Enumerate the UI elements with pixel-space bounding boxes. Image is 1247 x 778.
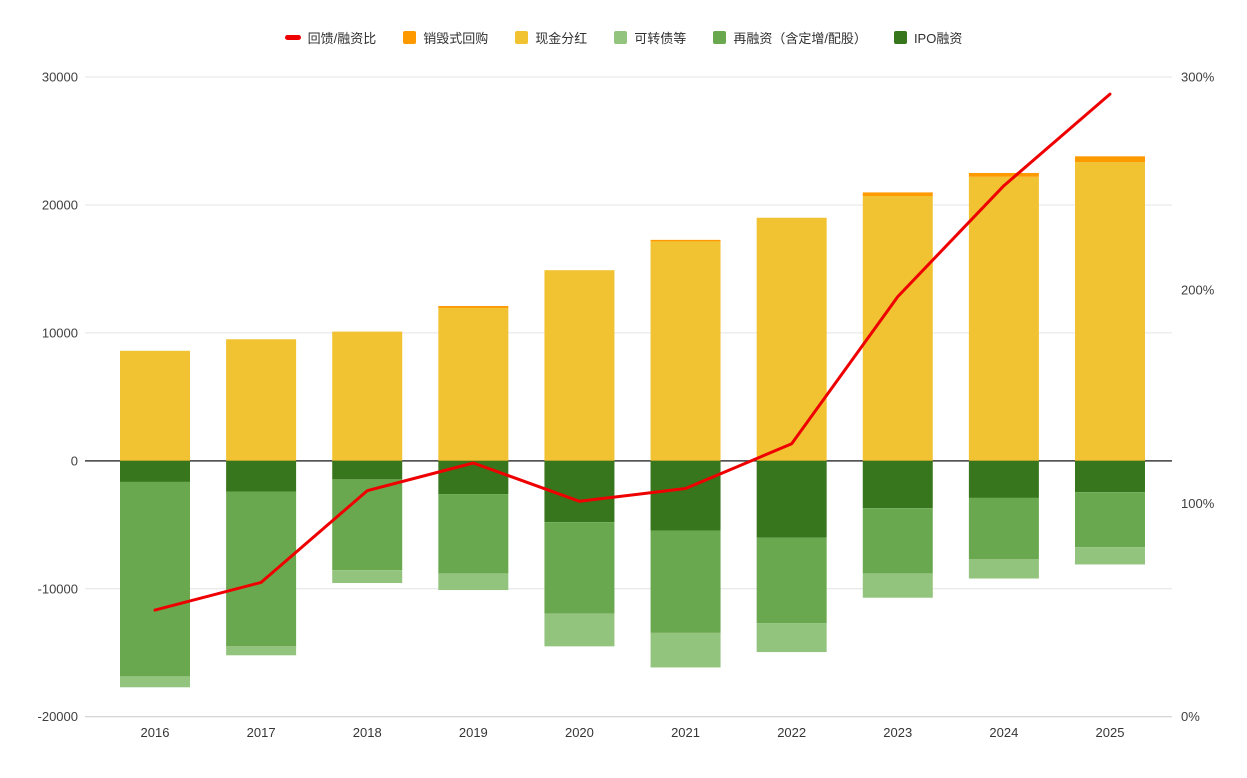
legend-label: IPO融资 [913,30,963,46]
bar-segment-dividend-2018[interactable] [332,331,403,461]
legend-label: 可转债等 [634,30,687,46]
legend-convertible-swatch-icon [614,30,628,44]
x-axis-label-2022: 2022 [777,725,806,740]
right-axis-tick-label: 0% [1181,709,1200,724]
legend-refinancing-swatch-icon [713,30,727,44]
bar-segment-dividend-2024[interactable] [968,176,1039,461]
bar-segment-refinancing-2016[interactable] [120,481,190,677]
x-axis-label-2017: 2017 [247,725,276,740]
bar-segment-refinancing-2020[interactable] [544,522,615,614]
legend-buyback-swatch-icon [403,30,417,44]
legend-item-dividend[interactable]: 现金分红 [515,28,587,47]
left-axis-tick-label: 20000 [42,197,78,212]
bar-segment-dividend-2022[interactable] [756,217,827,461]
bar-segment-refinancing-2017[interactable] [226,491,297,647]
bar-segment-buyback-2025[interactable] [1074,156,1145,163]
bar-segment-dividend-2017[interactable] [226,339,297,461]
bar-segment-refinancing-2024[interactable] [968,497,1039,560]
legend-label: 回馈/融资比 [307,30,377,46]
legend-item-ratio[interactable]: 回馈/融资比 [284,28,377,47]
bar-segment-ipo-2016[interactable] [120,460,190,482]
x-axis-label-2020: 2020 [565,725,594,740]
bar-segment-buyback-2024[interactable] [968,172,1039,177]
left-axis-tick-label: 30000 [42,70,78,85]
bar-segment-refinancing-2023[interactable] [862,508,933,574]
bar-segment-convertible-2021[interactable] [650,632,721,668]
bar-segment-ipo-2018[interactable] [332,460,403,480]
legend-label: 销毁式回购 [423,30,489,46]
left-axis-tick-label: 0 [71,453,78,468]
bar-segment-refinancing-2018[interactable] [332,479,403,571]
bar-segment-convertible-2016[interactable] [120,676,190,688]
legend-ratio-swatch-icon [284,34,301,40]
bar-segment-dividend-2021[interactable] [650,241,721,461]
bar-segment-refinancing-2025[interactable] [1074,492,1145,548]
x-axis-label-2023: 2023 [883,725,912,740]
bar-segment-convertible-2017[interactable] [226,646,297,656]
legend-dividend-swatch-icon [515,30,529,44]
right-axis-tick-label: 200% [1181,283,1215,298]
bar-segment-convertible-2023[interactable] [862,573,933,598]
left-axis-tick-label: 10000 [42,325,78,340]
x-axis-label-2016: 2016 [141,725,170,740]
x-axis-label-2024: 2024 [989,725,1018,740]
legend-label: 现金分红 [535,30,588,46]
bar-segment-dividend-2016[interactable] [120,350,190,461]
x-axis-label-2019: 2019 [459,725,488,740]
bar-segment-dividend-2025[interactable] [1074,162,1145,461]
bar-segment-buyback-2019[interactable] [438,306,509,308]
bar-segment-refinancing-2019[interactable] [438,494,509,574]
bar-segment-convertible-2019[interactable] [438,573,509,591]
bar-segment-convertible-2020[interactable] [544,613,615,647]
x-axis-label-2021: 2021 [671,725,700,740]
left-axis-tick-label: -10000 [38,581,78,596]
bar-segment-ipo-2021[interactable] [650,460,721,531]
bar-segment-dividend-2020[interactable] [544,270,615,461]
bar-segment-ipo-2022[interactable] [756,460,827,538]
bar-segment-ipo-2024[interactable] [968,460,1039,498]
bar-segment-ipo-2025[interactable] [1074,460,1145,493]
bar-segment-convertible-2024[interactable] [968,559,1039,579]
chart-legend: 回馈/融资比 销毁式回购 现金分红 可转债等 再融资（含定增/配股） IPO融资 [0,27,1247,47]
bar-segment-ipo-2017[interactable] [226,460,297,492]
ratio-line[interactable] [153,92,1112,612]
x-axis-label-2025: 2025 [1096,725,1125,740]
bar-segment-dividend-2019[interactable] [438,307,509,461]
right-axis-tick-label: 100% [1181,496,1215,511]
legend-item-refinancing[interactable]: 再融资（含定增/配股） [713,28,867,47]
right-axis-tick-label: 300% [1181,70,1215,85]
left-axis-tick-label: -20000 [38,709,78,724]
bar-segment-refinancing-2021[interactable] [650,530,721,633]
bar-segment-buyback-2021[interactable] [650,239,721,242]
bar-segment-convertible-2018[interactable] [332,570,403,584]
legend-item-ipo[interactable]: IPO融资 [893,28,963,47]
x-axis-label-2018: 2018 [353,725,382,740]
legend-item-convertible[interactable]: 可转债等 [614,28,686,47]
legend-item-buyback[interactable]: 销毁式回购 [403,28,488,47]
bar-segment-ipo-2019[interactable] [438,460,509,495]
bar-segment-buyback-2023[interactable] [862,192,933,196]
legend-label: 再融资（含定增/配股） [733,30,867,46]
bar-segment-refinancing-2022[interactable] [756,537,827,624]
legend-ipo-swatch-icon [893,30,907,44]
bar-segment-convertible-2025[interactable] [1074,547,1145,565]
bar-segment-ipo-2023[interactable] [862,460,933,509]
bar-segment-convertible-2022[interactable] [756,623,827,653]
